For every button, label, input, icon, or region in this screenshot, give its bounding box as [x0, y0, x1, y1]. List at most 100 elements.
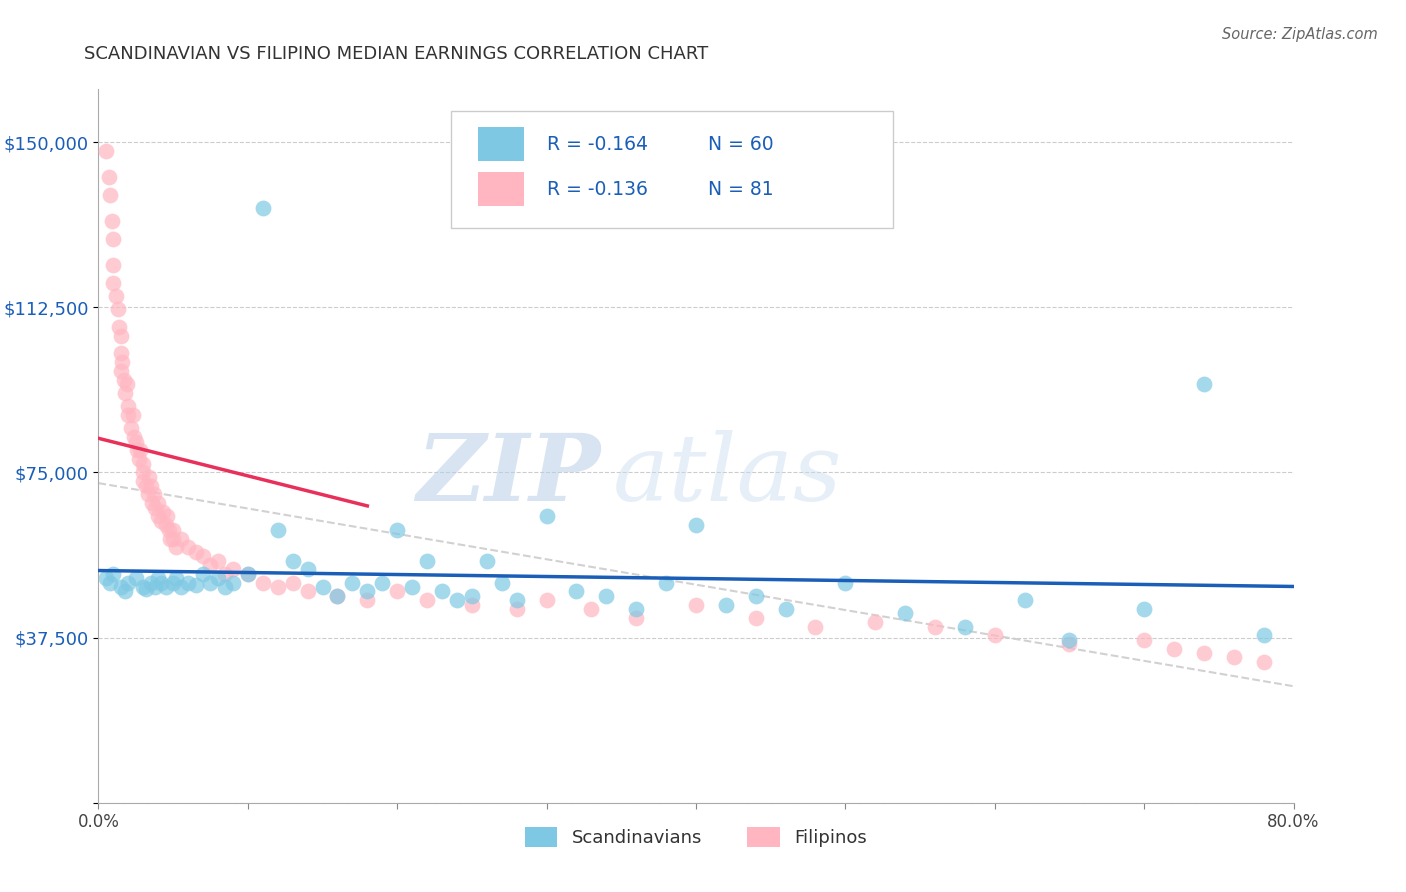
- Point: [385, 523, 409, 537]
- Point: [132, 466, 155, 480]
- Point: [97, 170, 120, 185]
- Point: [1253, 655, 1275, 669]
- Point: [110, 346, 132, 360]
- Point: [207, 553, 229, 567]
- Text: atlas: atlas: [613, 430, 842, 519]
- Point: [148, 571, 170, 585]
- Point: [117, 408, 139, 422]
- Point: [114, 386, 136, 401]
- Point: [297, 562, 319, 576]
- Point: [132, 580, 155, 594]
- Point: [200, 575, 222, 590]
- Point: [214, 566, 236, 581]
- Point: [267, 580, 290, 594]
- Point: [984, 628, 1007, 642]
- Point: [184, 545, 207, 559]
- Text: R = -0.136: R = -0.136: [547, 179, 647, 199]
- Point: [152, 505, 174, 519]
- Point: [475, 553, 498, 567]
- Point: [184, 578, 207, 592]
- Point: [222, 575, 245, 590]
- Point: [685, 518, 707, 533]
- Point: [252, 201, 274, 215]
- Point: [281, 575, 304, 590]
- Point: [98, 575, 122, 590]
- Point: [953, 619, 976, 633]
- Point: [156, 509, 179, 524]
- Point: [1133, 632, 1156, 647]
- Bar: [478, 172, 524, 206]
- Point: [150, 514, 173, 528]
- Point: [121, 408, 143, 422]
- Point: [1133, 602, 1156, 616]
- Point: [112, 373, 135, 387]
- Point: [214, 580, 236, 594]
- Point: [446, 593, 468, 607]
- Point: [139, 478, 162, 492]
- Point: [326, 589, 349, 603]
- Point: [103, 259, 125, 273]
- Point: [98, 188, 122, 202]
- Point: [155, 518, 177, 533]
- Point: [894, 607, 917, 621]
- Point: [125, 571, 148, 585]
- Point: [120, 421, 142, 435]
- Point: [162, 523, 184, 537]
- Text: N = 81: N = 81: [709, 179, 773, 199]
- Point: [141, 496, 163, 510]
- Point: [108, 320, 131, 334]
- Point: [461, 589, 484, 603]
- Point: [103, 276, 125, 290]
- Point: [128, 452, 150, 467]
- Point: [506, 602, 529, 616]
- Point: [94, 144, 117, 158]
- Point: [124, 430, 146, 444]
- Point: [110, 364, 132, 378]
- Point: [105, 289, 128, 303]
- Point: [148, 509, 170, 524]
- Point: [252, 575, 274, 590]
- Point: [115, 377, 138, 392]
- Point: [103, 232, 125, 246]
- Point: [581, 602, 603, 616]
- Point: [1192, 377, 1215, 392]
- Point: [138, 470, 160, 484]
- Text: Source: ZipAtlas.com: Source: ZipAtlas.com: [1222, 27, 1378, 42]
- Point: [177, 575, 200, 590]
- Point: [107, 302, 129, 317]
- Point: [125, 434, 148, 449]
- Point: [267, 523, 290, 537]
- Point: [117, 400, 139, 414]
- Point: [416, 593, 439, 607]
- Point: [536, 509, 558, 524]
- Point: [135, 478, 157, 492]
- Point: [775, 602, 797, 616]
- Point: [157, 523, 180, 537]
- Legend: Scandinavians, Filipinos: Scandinavians, Filipinos: [517, 820, 875, 855]
- Point: [385, 584, 409, 599]
- Point: [103, 566, 125, 581]
- Point: [169, 580, 191, 594]
- Point: [461, 598, 484, 612]
- Text: N = 60: N = 60: [709, 135, 773, 153]
- Point: [143, 580, 166, 594]
- Point: [356, 593, 378, 607]
- Point: [416, 553, 439, 567]
- Point: [207, 571, 229, 585]
- Point: [342, 575, 364, 590]
- Text: SCANDINAVIAN VS FILIPINO MEDIAN EARNINGS CORRELATION CHART: SCANDINAVIAN VS FILIPINO MEDIAN EARNINGS…: [84, 45, 709, 62]
- Point: [139, 575, 162, 590]
- Point: [506, 593, 529, 607]
- Point: [165, 571, 187, 585]
- Point: [297, 584, 319, 599]
- Point: [714, 598, 737, 612]
- Point: [159, 532, 181, 546]
- Point: [491, 575, 513, 590]
- Point: [371, 575, 394, 590]
- Point: [162, 532, 184, 546]
- FancyBboxPatch shape: [451, 111, 893, 228]
- Point: [222, 562, 245, 576]
- Point: [1059, 637, 1081, 651]
- Point: [865, 615, 887, 630]
- Point: [117, 575, 139, 590]
